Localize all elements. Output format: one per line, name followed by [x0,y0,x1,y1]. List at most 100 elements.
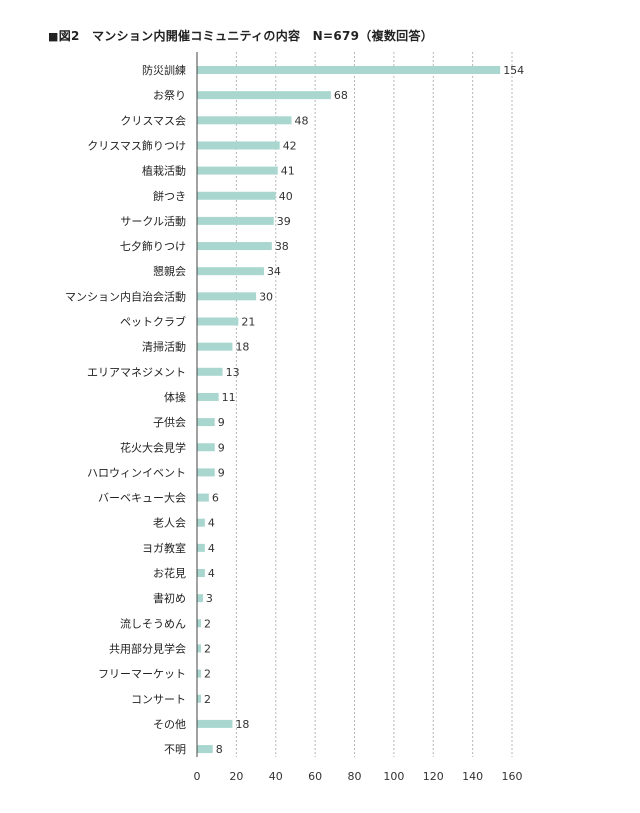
category-label: クリスマス飾りつけ [87,139,186,152]
bar [197,644,201,653]
bar [197,518,205,527]
category-label: 懇親会 [153,264,186,278]
value-label: 11 [222,391,236,404]
x-tick-label: 40 [269,770,283,783]
bar [197,694,201,703]
value-label: 40 [279,190,293,203]
bar [197,166,278,175]
bar [197,569,205,577]
value-label: 18 [235,341,249,354]
category-label: コンサート [131,693,186,706]
value-label: 8 [216,743,223,756]
value-label: 38 [275,240,289,253]
bars [197,66,501,754]
category-label: 子供会 [153,415,186,429]
value-label: 48 [295,114,309,127]
category-label: 餅つき [153,189,186,203]
bar [197,91,331,100]
x-tick-label: 80 [348,770,362,783]
value-label: 2 [204,617,211,630]
value-label: 41 [281,165,295,178]
value-label: 9 [218,441,225,454]
category-label: 流しそうめん [120,616,186,630]
value-label: 2 [204,668,211,681]
value-label: 154 [503,64,524,77]
category-label: 体操 [164,390,186,404]
x-tick-label: 60 [308,770,322,783]
category-label: お祭り [153,89,186,102]
bar [197,719,233,728]
value-label: 2 [204,693,211,706]
value-label: 3 [206,592,213,605]
value-label: 6 [212,492,219,505]
value-label: 13 [226,366,240,379]
x-tick-label: 120 [423,770,444,783]
category-label: マンション内自治会活動 [65,289,186,303]
category-label: ヨガ教室 [142,541,186,555]
bar [197,669,201,678]
category-label: 植栽活動 [142,164,186,178]
value-label: 68 [334,89,348,102]
category-label: クリスマス会 [120,114,186,127]
category-label: エリアマネジメント [87,366,186,379]
value-label: 18 [235,718,249,731]
category-label: 清掃活動 [142,340,186,354]
value-label: 4 [208,542,215,555]
x-tick-label: 100 [383,770,404,783]
category-label: バーベキュー大会 [98,491,186,505]
bar [197,418,215,427]
bar [197,242,272,251]
bar [197,141,280,150]
category-label: 不明 [164,743,186,756]
category-label: その他 [153,718,186,731]
bar [197,619,201,628]
value-label: 9 [218,466,225,479]
bar [197,543,205,552]
value-label: 21 [241,316,255,329]
x-tick-label: 160 [502,770,523,783]
bar [197,594,203,603]
grid-lines [235,52,513,757]
category-label: フリーマーケット [98,668,186,681]
value-label: 2 [204,642,211,655]
bar [197,468,215,477]
category-label: ペットクラブ [120,315,186,329]
title-text: 図2 マンション内開催コミュニティの内容 N=679（複数回答） [58,29,434,43]
category-label: お花見 [153,567,186,580]
category-label: 防災訓練 [142,63,186,77]
x-tick-label: 140 [462,770,483,783]
category-label: 花火大会見学 [120,440,186,454]
x-tick-label: 0 [194,770,201,783]
value-label: 30 [259,290,273,303]
bar [197,367,223,376]
bar [197,66,501,74]
bar [197,267,264,276]
category-label: サークル活動 [120,214,186,228]
bar [197,317,239,326]
bar [197,216,274,225]
bar [197,493,209,502]
bar [197,392,219,401]
bar [197,191,276,200]
x-tick-label: 20 [229,770,243,783]
value-label: 34 [267,265,281,278]
value-label: 9 [218,416,225,429]
category-label: 老人会 [153,517,186,530]
bar [197,292,257,301]
title-square-mark: ■ [48,30,59,43]
category-label: ハロウィンイベント [87,466,186,479]
category-label: 共用部分見学会 [109,641,186,655]
category-label: 書初め [153,591,186,605]
bar [197,745,213,754]
bar [197,443,215,452]
bar [197,342,233,351]
value-label: 4 [208,517,215,530]
value-label: 42 [283,139,297,152]
category-label: 七夕飾りつけ [120,240,186,253]
bar [197,116,292,125]
value-label: 4 [208,567,215,580]
value-label: 39 [277,215,291,228]
chart-title: ■図2 マンション内開催コミュニティの内容 N=679（複数回答） [48,27,433,44]
